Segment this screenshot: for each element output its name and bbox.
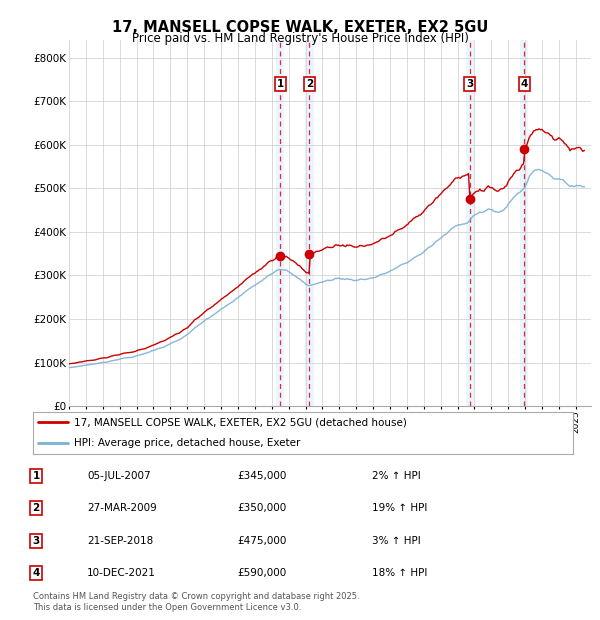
Text: 17, MANSELL COPSE WALK, EXETER, EX2 5GU: 17, MANSELL COPSE WALK, EXETER, EX2 5GU: [112, 20, 488, 35]
Text: 18% ↑ HPI: 18% ↑ HPI: [372, 568, 427, 578]
Text: 3% ↑ HPI: 3% ↑ HPI: [372, 536, 421, 546]
Text: 4: 4: [32, 568, 40, 578]
Text: 2% ↑ HPI: 2% ↑ HPI: [372, 471, 421, 481]
Text: 05-JUL-2007: 05-JUL-2007: [87, 471, 151, 481]
Text: 21-SEP-2018: 21-SEP-2018: [87, 536, 153, 546]
Text: 2: 2: [32, 503, 40, 513]
Text: Contains HM Land Registry data © Crown copyright and database right 2025.
This d: Contains HM Land Registry data © Crown c…: [33, 592, 359, 611]
Text: 3: 3: [32, 536, 40, 546]
Text: 27-MAR-2009: 27-MAR-2009: [87, 503, 157, 513]
Text: 3: 3: [466, 79, 473, 89]
Text: £590,000: £590,000: [237, 568, 286, 578]
Text: 1: 1: [32, 471, 40, 481]
Bar: [466, 40, 474, 406]
Text: £345,000: £345,000: [237, 471, 286, 481]
Text: £475,000: £475,000: [237, 536, 286, 546]
Text: 2: 2: [306, 79, 313, 89]
Text: 10-DEC-2021: 10-DEC-2021: [87, 568, 156, 578]
Text: 19% ↑ HPI: 19% ↑ HPI: [372, 503, 427, 513]
Bar: [276, 40, 284, 406]
Bar: [305, 40, 314, 406]
Text: Price paid vs. HM Land Registry's House Price Index (HPI): Price paid vs. HM Land Registry's House …: [131, 32, 469, 45]
Text: HPI: Average price, detached house, Exeter: HPI: Average price, detached house, Exet…: [74, 438, 300, 448]
Text: 17, MANSELL COPSE WALK, EXETER, EX2 5GU (detached house): 17, MANSELL COPSE WALK, EXETER, EX2 5GU …: [74, 417, 406, 427]
Bar: [520, 40, 529, 406]
Text: 1: 1: [277, 79, 284, 89]
Text: £350,000: £350,000: [237, 503, 286, 513]
Text: 4: 4: [520, 79, 528, 89]
